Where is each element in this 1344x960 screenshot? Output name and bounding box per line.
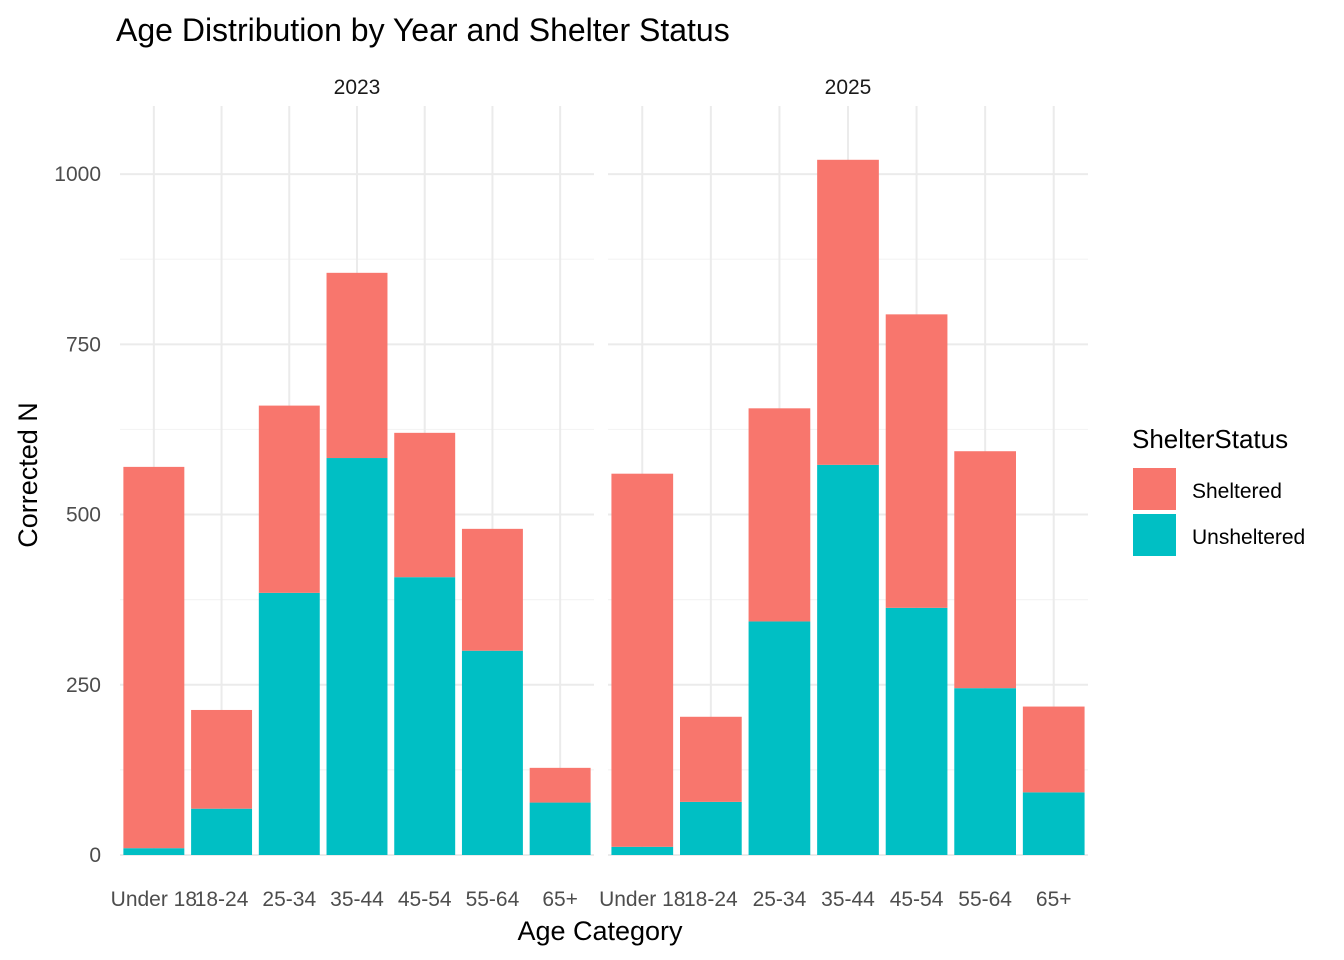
bar-2023-25-34-unsheltered: [258, 592, 320, 855]
x-tick-label-25-34: 25-34: [753, 888, 807, 911]
bar-2023-18-24-unsheltered: [191, 808, 253, 855]
x-tick-label-65: 65+: [1036, 888, 1072, 911]
y-tick-label-750: 750: [66, 333, 101, 356]
x-tick-label-under-18: Under 18: [599, 888, 685, 911]
bar-2025-45-54-sheltered: [885, 314, 948, 608]
bar-2025-55-64-unsheltered: [954, 688, 1016, 855]
bar-2023-45-54-unsheltered: [394, 577, 456, 855]
bar-2025-under-18-unsheltered: [611, 846, 674, 855]
x-tick-label-18-24: 18-24: [195, 888, 249, 911]
x-axis-title: Age Category: [517, 916, 683, 946]
bar-2023-55-64-unsheltered: [461, 650, 523, 855]
bar-2023-35-44-unsheltered: [326, 458, 388, 855]
bar-2023-55-64-sheltered: [461, 528, 523, 651]
bar-2023-65-sheltered: [529, 767, 591, 803]
legend-label-sheltered: Sheltered: [1192, 480, 1282, 503]
bar-2025-18-24-unsheltered: [680, 801, 742, 855]
chart-title: Age Distribution by Year and Shelter Sta…: [116, 12, 730, 48]
x-tick-label-18-24: 18-24: [684, 888, 738, 911]
y-axis-title: Corrected N: [13, 402, 43, 548]
bar-2025-18-24-sheltered: [680, 716, 742, 802]
bar-2025-25-34-sheltered: [748, 408, 811, 622]
legend: ShelterStatus Sheltered Unsheltered: [1132, 424, 1305, 556]
x-tick-label-65: 65+: [542, 888, 578, 911]
bar-2025-65-unsheltered: [1022, 792, 1085, 855]
x-tick-label-45-54: 45-54: [890, 888, 944, 911]
legend-key-sheltered: [1133, 468, 1176, 510]
bar-2025-65-sheltered: [1022, 706, 1085, 793]
x-tick-label-35-44: 35-44: [821, 888, 875, 911]
bar-2023-under-18-unsheltered: [123, 848, 185, 855]
bar-2023-25-34-sheltered: [258, 405, 320, 593]
x-tick-label-45-54: 45-54: [398, 888, 452, 911]
y-axis-tick-labels: 0 250 500 750 1000: [54, 163, 101, 867]
bar-2023-45-54-sheltered: [394, 432, 456, 578]
bar-2025-45-54-unsheltered: [885, 607, 948, 855]
bar-2023-under-18-sheltered: [123, 466, 185, 849]
x-tick-label-35-44: 35-44: [330, 888, 384, 911]
x-tick-label-55-64: 55-64: [466, 888, 520, 911]
x-tick-label-25-34: 25-34: [262, 888, 316, 911]
facet-label-2023: 2023: [334, 76, 381, 99]
x-tick-label-55-64: 55-64: [958, 888, 1012, 911]
facet-label-2025: 2025: [825, 76, 872, 99]
legend-title: ShelterStatus: [1132, 424, 1288, 454]
panel-bars: [123, 272, 591, 855]
legend-label-unsheltered: Unsheltered: [1192, 526, 1305, 549]
bar-2023-65-unsheltered: [529, 802, 591, 855]
legend-key-unsheltered: [1133, 514, 1176, 556]
y-tick-label-250: 250: [66, 674, 101, 697]
bar-2023-18-24-sheltered: [191, 709, 253, 809]
bar-2025-under-18-sheltered: [611, 473, 674, 847]
bar-2025-35-44-unsheltered: [817, 464, 879, 855]
x-tick-label-under-18: Under 18: [111, 888, 197, 911]
bar-2025-55-64-sheltered: [954, 451, 1016, 689]
bar-2025-25-34-unsheltered: [748, 621, 811, 855]
bar-2023-35-44-sheltered: [326, 272, 388, 459]
y-tick-label-0: 0: [89, 844, 101, 867]
bar-2025-35-44-sheltered: [817, 159, 879, 465]
y-tick-label-500: 500: [66, 504, 101, 527]
panel-bars: [611, 159, 1085, 855]
y-tick-label-1000: 1000: [54, 163, 101, 186]
